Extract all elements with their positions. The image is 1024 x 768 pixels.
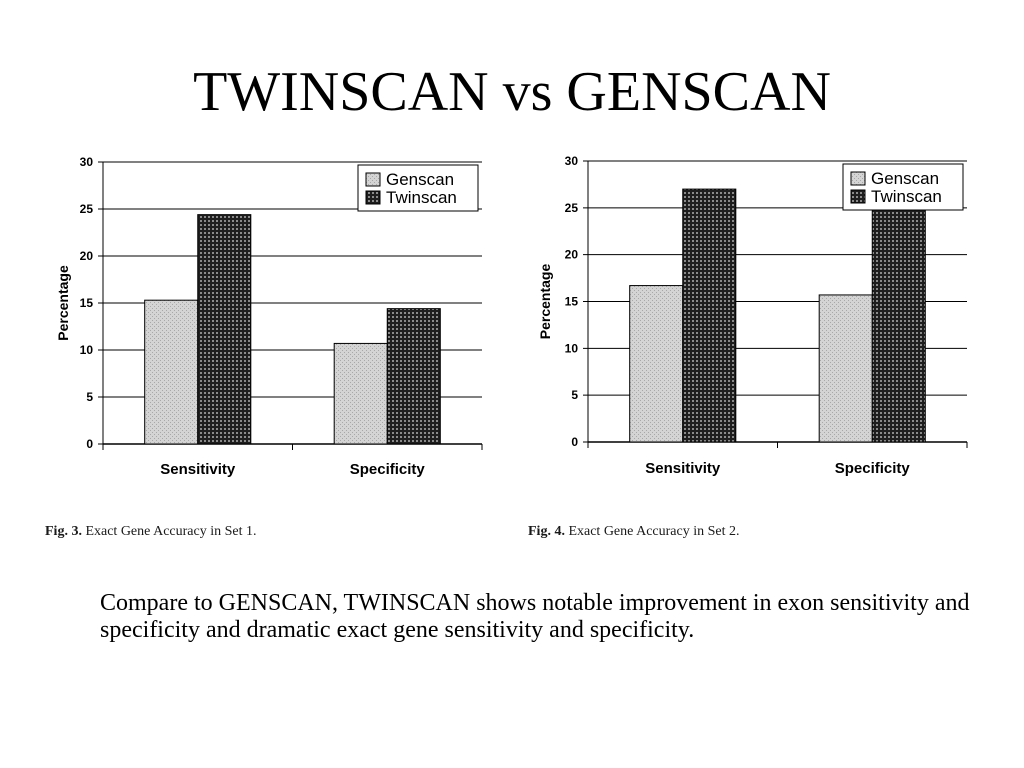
chart-1-y-tick-label: 20 <box>80 249 94 263</box>
chart-1-y-tick-label: 25 <box>80 202 94 216</box>
chart-1-legend-label-genscan: Genscan <box>386 170 454 189</box>
figure-4-label: Fig. 4. <box>528 524 565 539</box>
chart-1-legend-label-twinscan: Twinscan <box>386 188 457 207</box>
chart-2-y-axis-label: Percentage <box>537 264 553 340</box>
chart-2-y-tick-label: 15 <box>565 295 579 309</box>
chart-1-y-tick-label: 15 <box>80 296 94 310</box>
figure-3-label: Fig. 3. <box>45 524 82 539</box>
chart-2-bar-genscan-specificity <box>818 294 873 443</box>
chart-1-legend-swatch-genscan <box>365 172 381 187</box>
chart-2-x-tick-label: Specificity <box>835 460 911 477</box>
chart-1-bar-twinscan-specificity <box>386 308 441 445</box>
chart-1-bar-genscan-specificity <box>333 342 388 445</box>
chart-2-y-tick-label: 0 <box>571 435 578 449</box>
figure-4-caption-text: Exact Gene Accuracy in Set 2. <box>568 524 740 539</box>
chart-1-x-tick-label: Sensitivity <box>160 461 236 478</box>
chart-1-x-tick-label: Specificity <box>350 461 426 478</box>
chart-2-y-tick-label: 10 <box>565 341 579 355</box>
chart-2-y-tick-label: 5 <box>571 388 578 402</box>
chart-2-legend-label-genscan: Genscan <box>871 169 939 188</box>
chart-2-bar-twinscan-specificity <box>871 197 926 443</box>
chart-2-legend-swatch-genscan <box>850 171 866 186</box>
chart-1-y-tick-label: 5 <box>86 390 93 404</box>
chart-1-bar-genscan-sensitivity <box>144 299 199 445</box>
chart-1-y-tick-label: 30 <box>80 155 94 169</box>
chart-2-bar-twinscan-sensitivity <box>682 188 737 443</box>
chart-2-y-tick-label: 25 <box>565 201 579 215</box>
chart-1-y-tick-label: 10 <box>80 343 94 357</box>
chart-2-legend-swatch-twinscan <box>850 189 866 204</box>
chart-2-y-tick-label: 20 <box>565 248 579 262</box>
chart-1-y-axis-label: Percentage <box>55 265 71 341</box>
chart-1-bar-twinscan-sensitivity <box>197 214 252 445</box>
chart-2-legend-label-twinscan: Twinscan <box>871 187 942 206</box>
chart-2-y-tick-label: 30 <box>565 154 579 168</box>
figure-4-caption: Fig. 4. Exact Gene Accuracy in Set 2. <box>528 524 740 540</box>
figure-3-caption-text: Exact Gene Accuracy in Set 1. <box>85 524 257 539</box>
slide-title: TWINSCAN vs GENSCAN <box>193 61 831 123</box>
figure-3-caption: Fig. 3. Exact Gene Accuracy in Set 1. <box>45 524 257 540</box>
chart-1-y-tick-label: 0 <box>86 437 93 451</box>
summary-text: Compare to GENSCAN, TWINSCAN shows notab… <box>100 590 970 643</box>
chart-2-x-tick-label: Sensitivity <box>645 460 721 477</box>
chart-1-legend-swatch-twinscan <box>365 190 381 205</box>
chart-2-bar-genscan-sensitivity <box>629 285 684 443</box>
bar-charts: 0 5 10 15 20 25 30 Percentage Sensitivity Specifi… <box>55 154 968 478</box>
